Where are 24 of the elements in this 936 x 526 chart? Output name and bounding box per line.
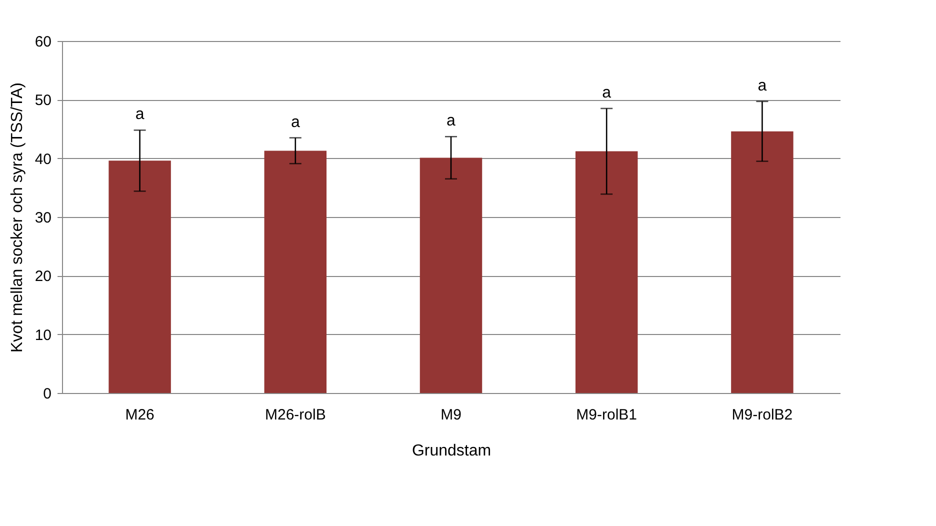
annotation: a [135,106,144,124]
y-axis-title: Kvot mellan socker och syra (TSS/TA) [8,82,26,352]
bar [420,158,482,393]
y-tick-label: 50 [34,92,52,110]
annotation: a [758,77,767,94]
x-tick-label: M26 [125,406,154,424]
bar [575,151,638,393]
annotation: a [602,84,612,102]
y-tick-label: 0 [43,386,52,402]
annotation: a [446,112,456,130]
x-axis-title: Grundstam [412,442,492,460]
y-tick-label: 60 [34,34,52,50]
bar [731,131,794,393]
x-tick-label: M9 [440,406,462,424]
x-tick-label: M9-rolB2 [732,406,793,424]
y-tick-label: 10 [34,326,52,344]
bar [108,160,171,393]
y-tick-label: 40 [34,150,52,168]
x-tick-label: M26-rolB [264,406,326,424]
y-tick-label: 20 [34,268,52,286]
bar [264,150,327,393]
y-tick-label: 30 [34,210,52,226]
annotation: a [290,114,300,131]
x-tick-label: M9-rolB1 [576,406,638,424]
